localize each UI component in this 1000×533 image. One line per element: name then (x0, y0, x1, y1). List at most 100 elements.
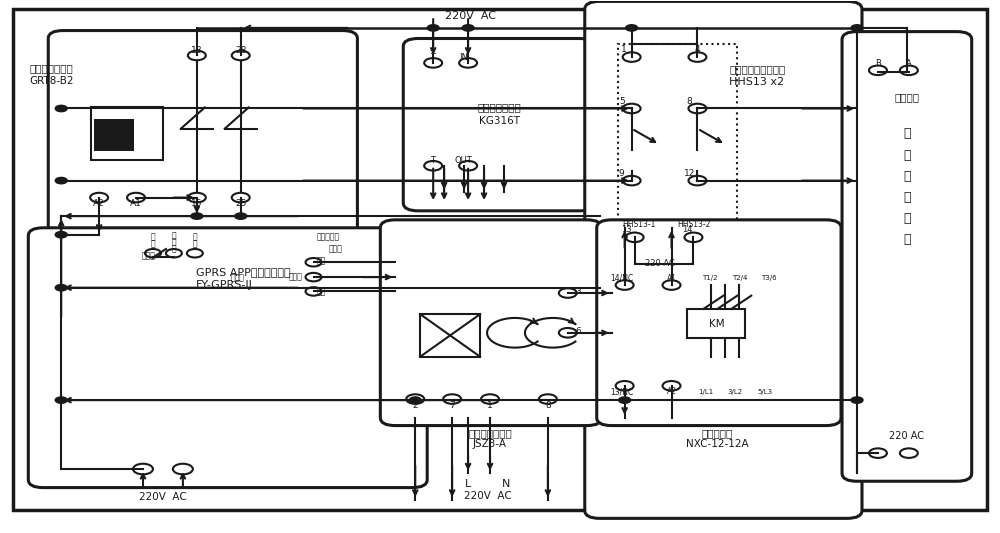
Bar (618, 44, 737, 277)
Text: 微电脑时控开关: 微电脑时控开关 (477, 102, 521, 112)
FancyBboxPatch shape (597, 220, 841, 425)
Text: 开: 开 (193, 239, 197, 248)
Text: 220V  AC: 220V AC (139, 492, 187, 502)
Text: 公: 公 (172, 231, 176, 240)
Text: T: T (430, 156, 435, 165)
Circle shape (191, 213, 203, 219)
Text: 15: 15 (191, 199, 203, 208)
FancyBboxPatch shape (48, 30, 357, 237)
Text: IN: IN (459, 53, 468, 62)
Text: 28: 28 (235, 46, 246, 55)
Bar (420, 314, 480, 357)
Text: 检测一: 检测一 (328, 245, 342, 254)
Text: FY-GPRS-IJ: FY-GPRS-IJ (196, 280, 253, 290)
Text: NXC-12-12A: NXC-12-12A (686, 439, 749, 449)
Text: 25: 25 (235, 199, 246, 208)
Text: 8: 8 (687, 96, 692, 106)
Text: 220 AC: 220 AC (889, 431, 924, 441)
Text: 启动开关: 启动开关 (894, 92, 919, 102)
FancyBboxPatch shape (403, 38, 595, 211)
Circle shape (851, 25, 863, 31)
Text: A: A (906, 60, 912, 68)
Text: A1: A1 (667, 273, 677, 282)
Text: 主: 主 (903, 212, 911, 225)
Circle shape (55, 397, 67, 403)
Text: 13/NC: 13/NC (610, 387, 633, 396)
Text: 常: 常 (151, 233, 155, 242)
Text: GRT8-B2: GRT8-B2 (29, 76, 74, 86)
Text: 数: 数 (903, 127, 911, 140)
Text: 开关二: 开关二 (231, 273, 245, 282)
Text: 8: 8 (545, 401, 551, 410)
Text: 控: 控 (903, 191, 911, 204)
Text: 常闭: 常闭 (317, 257, 326, 265)
Circle shape (626, 25, 638, 31)
Text: 共: 共 (172, 238, 176, 247)
Text: 18: 18 (191, 46, 203, 55)
Text: 常开: 常开 (317, 287, 326, 296)
Text: T: T (430, 53, 435, 62)
Text: 开关一: 开关一 (142, 252, 156, 261)
Text: L: L (465, 479, 471, 489)
Text: N: N (502, 479, 510, 489)
Text: 监: 监 (903, 170, 911, 183)
Text: 9: 9 (619, 169, 625, 178)
Text: 交流接触器: 交流接触器 (702, 429, 733, 439)
Text: 220V  AC: 220V AC (464, 490, 512, 500)
Circle shape (55, 285, 67, 291)
Text: 7: 7 (449, 401, 455, 410)
Text: JSZ3-A: JSZ3-A (473, 439, 507, 449)
Text: 1/L1: 1/L1 (698, 389, 713, 394)
Text: 公共端: 公共端 (289, 272, 302, 281)
Text: B: B (875, 60, 881, 68)
Text: 6: 6 (575, 327, 581, 336)
Text: T1/2: T1/2 (702, 275, 717, 281)
Text: 5: 5 (619, 96, 625, 106)
Text: 检测公共端: 检测公共端 (317, 233, 340, 242)
FancyBboxPatch shape (380, 220, 602, 425)
Text: 220 AC: 220 AC (645, 260, 674, 268)
Text: KG316T: KG316T (479, 116, 520, 126)
Text: 机: 机 (903, 233, 911, 246)
Text: 时间继电器模块组合: 时间继电器模块组合 (729, 64, 786, 74)
Text: GPRS APP远程控制终端: GPRS APP远程控制终端 (196, 267, 290, 277)
FancyBboxPatch shape (585, 2, 862, 519)
Circle shape (55, 177, 67, 184)
Text: 1: 1 (621, 45, 627, 54)
Text: OUT: OUT (454, 156, 472, 165)
Text: 通电延时继电器: 通电延时继电器 (468, 429, 512, 439)
Text: 2: 2 (412, 401, 418, 410)
Text: 4: 4 (695, 45, 700, 54)
Text: 220V  AC: 220V AC (445, 11, 496, 21)
Text: HHS13-1: HHS13-1 (623, 220, 656, 229)
Bar (687, 309, 745, 338)
FancyBboxPatch shape (842, 31, 972, 481)
Text: 14: 14 (682, 225, 693, 234)
Text: HHS13 x2: HHS13 x2 (729, 77, 784, 87)
FancyBboxPatch shape (28, 228, 427, 488)
Text: 5/L3: 5/L3 (758, 389, 773, 394)
Text: HHS13-2: HHS13-2 (678, 220, 711, 229)
Text: 3/L2: 3/L2 (728, 389, 743, 394)
Text: A2: A2 (93, 199, 105, 208)
Text: T2/4: T2/4 (732, 275, 747, 281)
Text: 14/NC: 14/NC (610, 273, 633, 282)
Text: 常: 常 (193, 233, 197, 242)
Text: 据: 据 (903, 149, 911, 161)
Text: 12: 12 (684, 169, 695, 178)
Bar (91, 108, 163, 160)
Text: 3: 3 (575, 287, 581, 296)
Circle shape (409, 397, 421, 403)
Text: 13: 13 (621, 225, 632, 234)
Text: 闭: 闭 (151, 239, 155, 248)
Circle shape (427, 25, 439, 31)
Circle shape (462, 25, 474, 31)
Circle shape (55, 231, 67, 238)
Circle shape (235, 213, 247, 219)
Text: 断电延时继电器: 断电延时继电器 (29, 63, 73, 73)
Text: KM: KM (709, 319, 724, 329)
Circle shape (619, 397, 631, 403)
Circle shape (851, 397, 863, 403)
Circle shape (55, 106, 67, 112)
Text: A2: A2 (667, 387, 677, 396)
